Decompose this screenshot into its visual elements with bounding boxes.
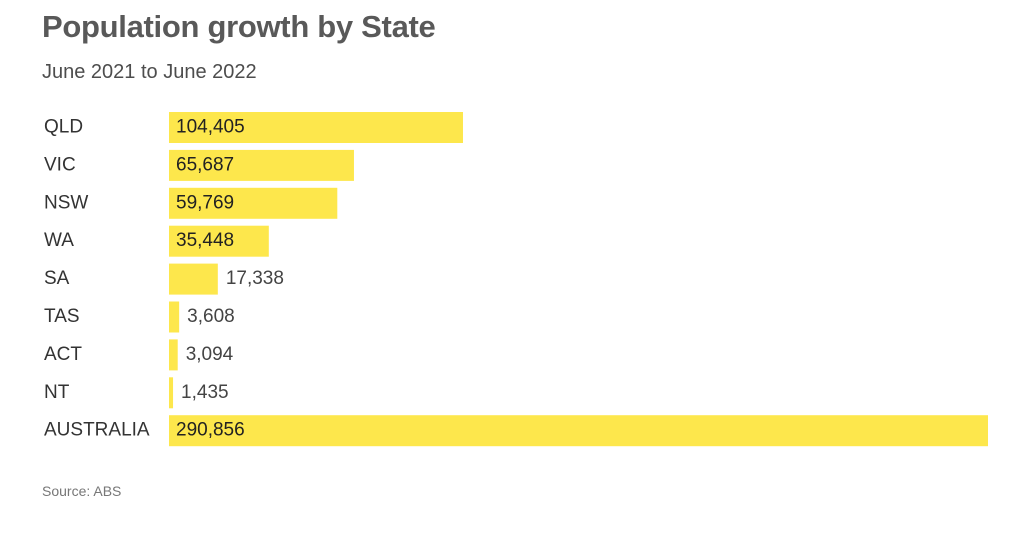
value-label: 3,608 [187, 306, 235, 327]
value-label: 3,094 [186, 344, 234, 365]
bar-row-nsw: NSW 59,769 [44, 187, 338, 219]
category-label: ACT [44, 344, 82, 365]
category-label: WA [44, 230, 74, 251]
value-label: 104,405 [176, 117, 245, 138]
value-label: 290,856 [176, 420, 245, 441]
bar-row-australia: AUSTRALIA 290,856 [44, 415, 988, 447]
bar [169, 149, 354, 181]
bar-row-wa: WA 35,448 [44, 225, 269, 257]
value-label: 17,338 [226, 268, 284, 289]
chart-title: Population growth by State [42, 9, 436, 44]
value-label: 65,687 [176, 154, 234, 175]
bar [169, 339, 178, 371]
bar [169, 112, 463, 143]
bar-row-act: ACT 3,094 [44, 339, 234, 371]
bar-row-nt: NT 1,435 [44, 377, 229, 409]
category-label: SA [44, 268, 70, 289]
bar-row-vic: VIC 65,687 [44, 149, 354, 181]
bar [169, 415, 988, 447]
bar-row-qld: QLD 104,405 [44, 112, 463, 143]
category-label: NT [44, 382, 70, 403]
category-label: NSW [44, 192, 88, 213]
value-label: 35,448 [176, 230, 234, 251]
bar [169, 377, 174, 409]
bar-row-tas: TAS 3,608 [44, 301, 235, 333]
value-label: 59,769 [176, 192, 234, 213]
value-label: 1,435 [181, 382, 229, 403]
category-label: QLD [44, 117, 83, 138]
category-label: TAS [44, 306, 80, 327]
chart-source: Source: ABS [42, 483, 122, 499]
bar-row-sa: SA 17,338 [44, 263, 284, 295]
chart-subtitle: June 2021 to June 2022 [42, 61, 257, 83]
bar [169, 225, 269, 257]
category-label: AUSTRALIA [44, 420, 150, 441]
bar [169, 187, 338, 219]
bar [169, 263, 218, 295]
bar [169, 301, 180, 333]
category-label: VIC [44, 154, 76, 175]
